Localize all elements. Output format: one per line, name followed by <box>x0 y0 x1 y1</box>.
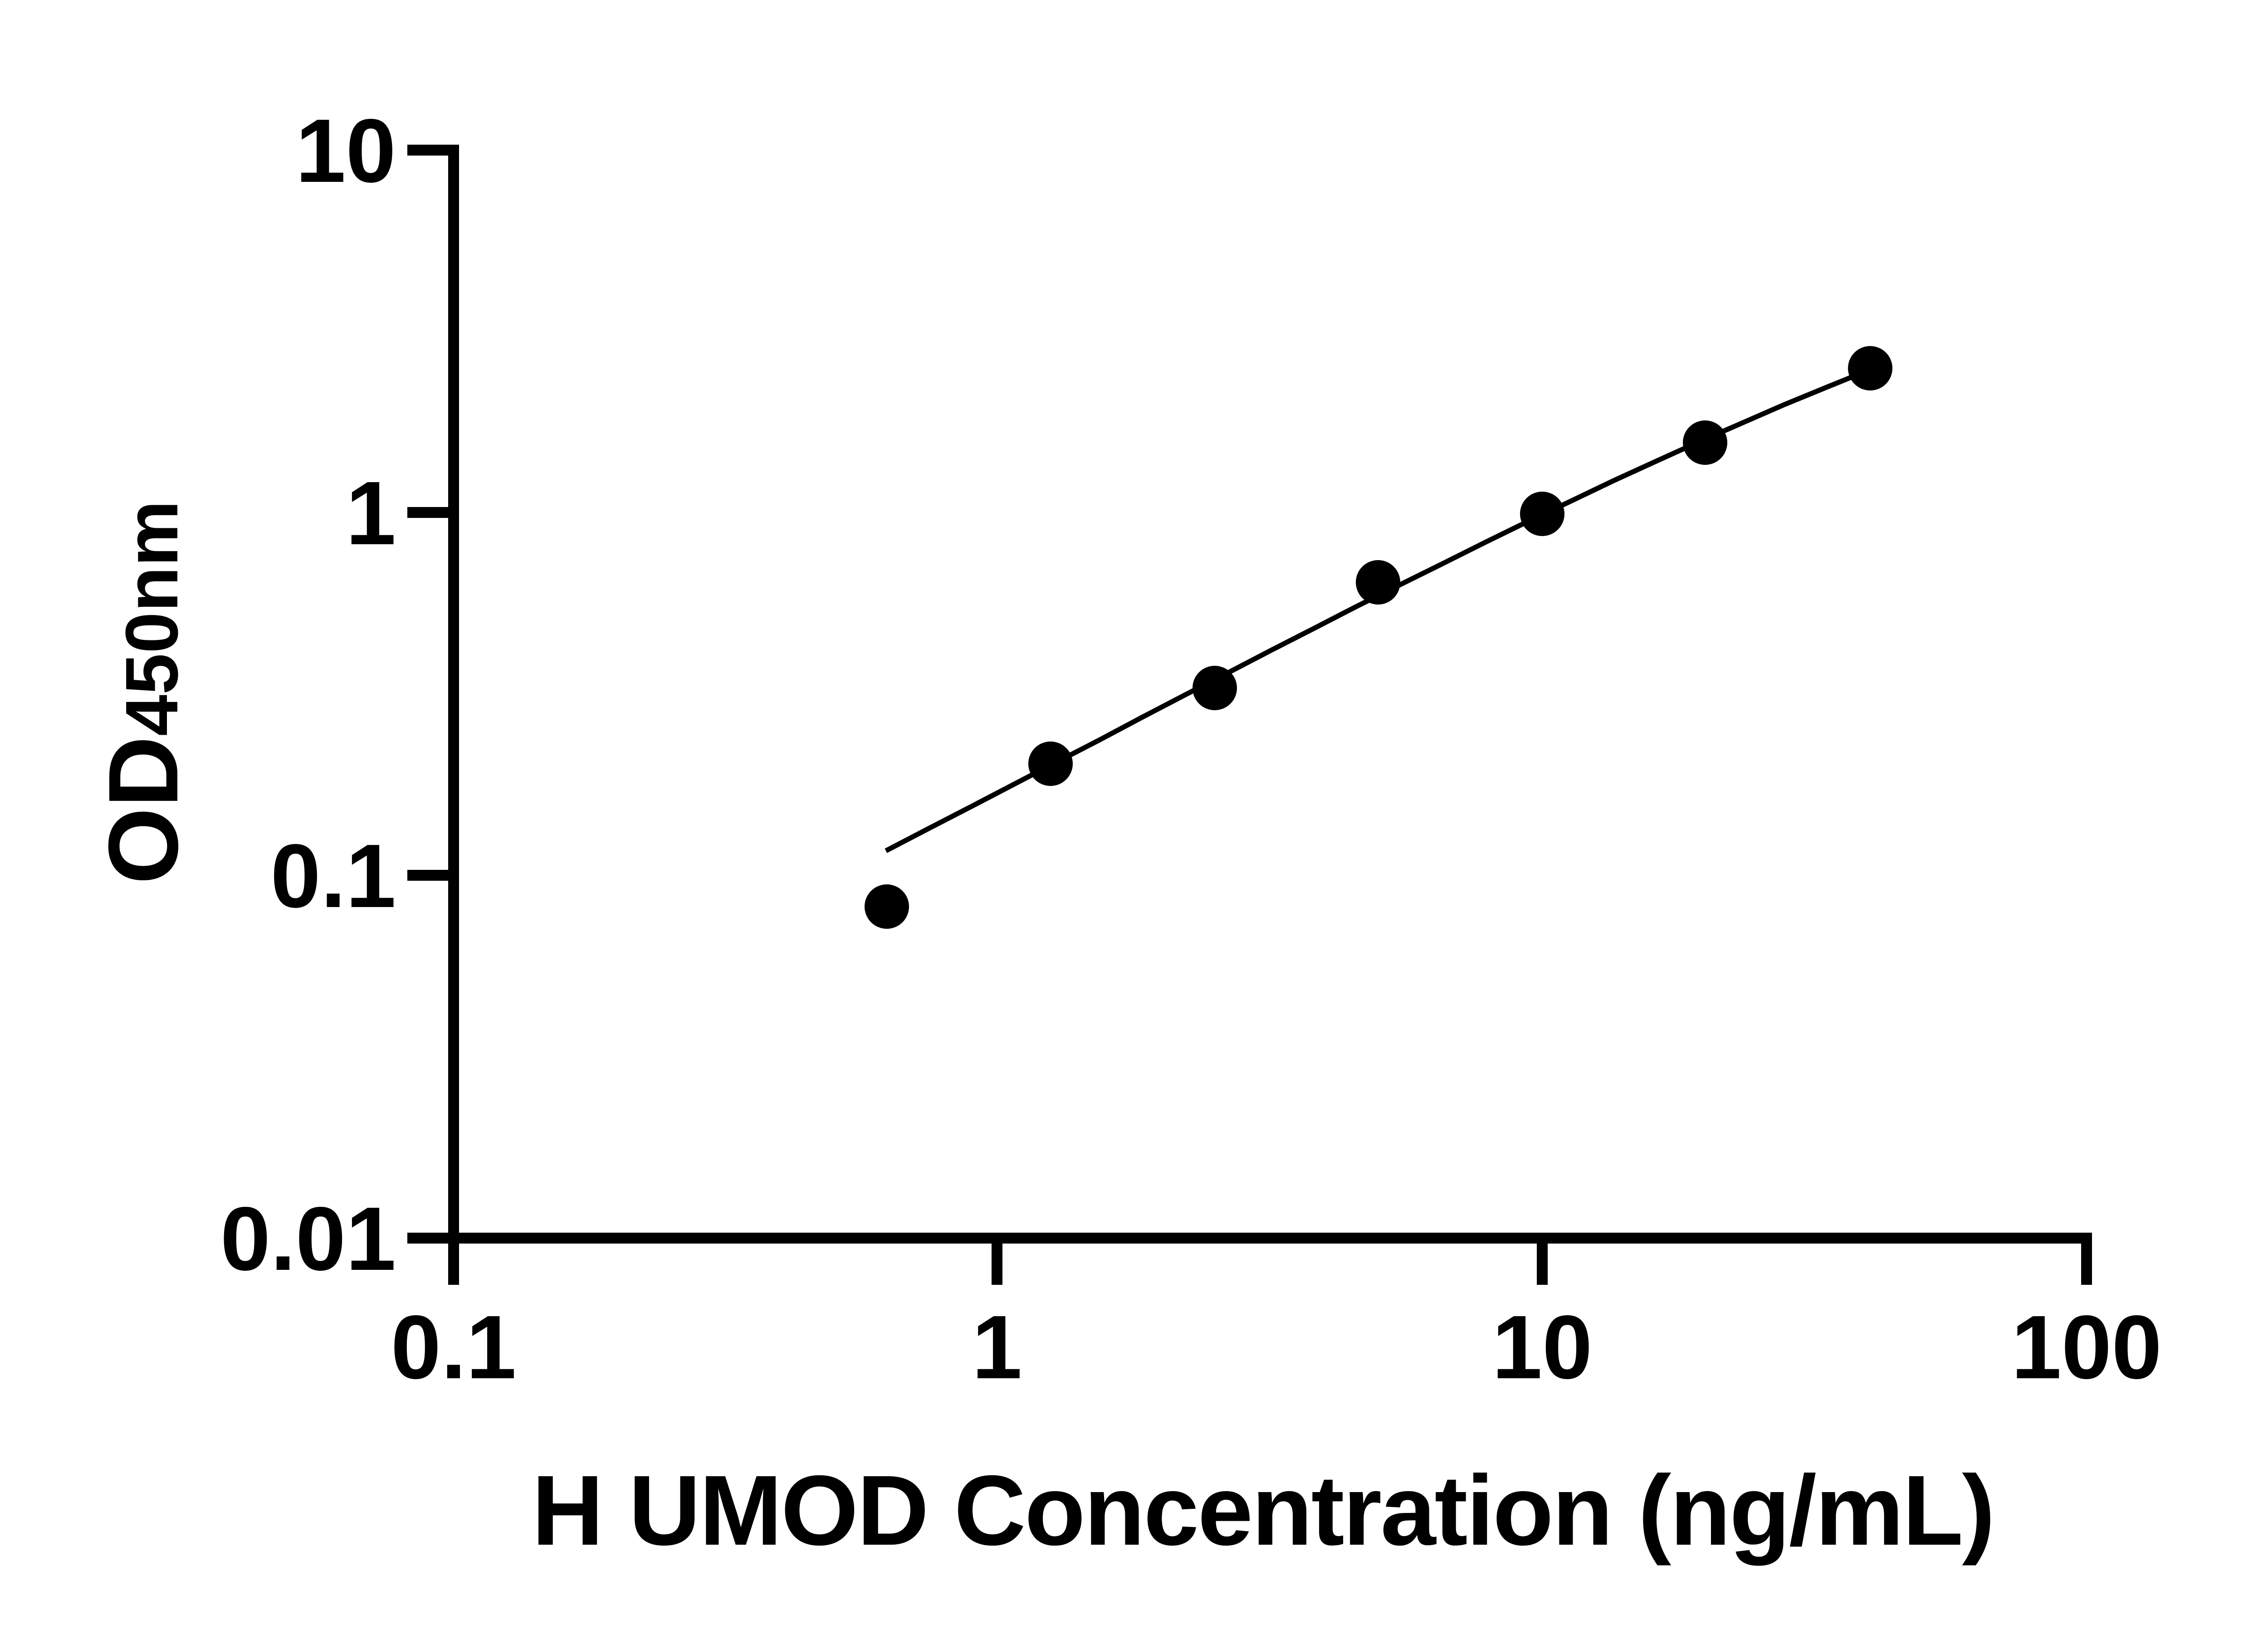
svg-text:0.1: 0.1 <box>270 826 396 927</box>
svg-text:10: 10 <box>1492 1297 1592 1398</box>
svg-text:0.1: 0.1 <box>391 1297 517 1398</box>
svg-text:100: 100 <box>2011 1297 2162 1398</box>
svg-text:0.01: 0.01 <box>220 1189 396 1289</box>
svg-text:1: 1 <box>972 1297 1022 1398</box>
svg-text:OD450nm: OD450nm <box>88 500 199 884</box>
svg-text:10: 10 <box>296 101 396 201</box>
svg-text:1: 1 <box>346 463 396 564</box>
svg-text:H UMOD Concentration (ng/mL): H UMOD Concentration (ng/mL) <box>532 1454 1994 1566</box>
